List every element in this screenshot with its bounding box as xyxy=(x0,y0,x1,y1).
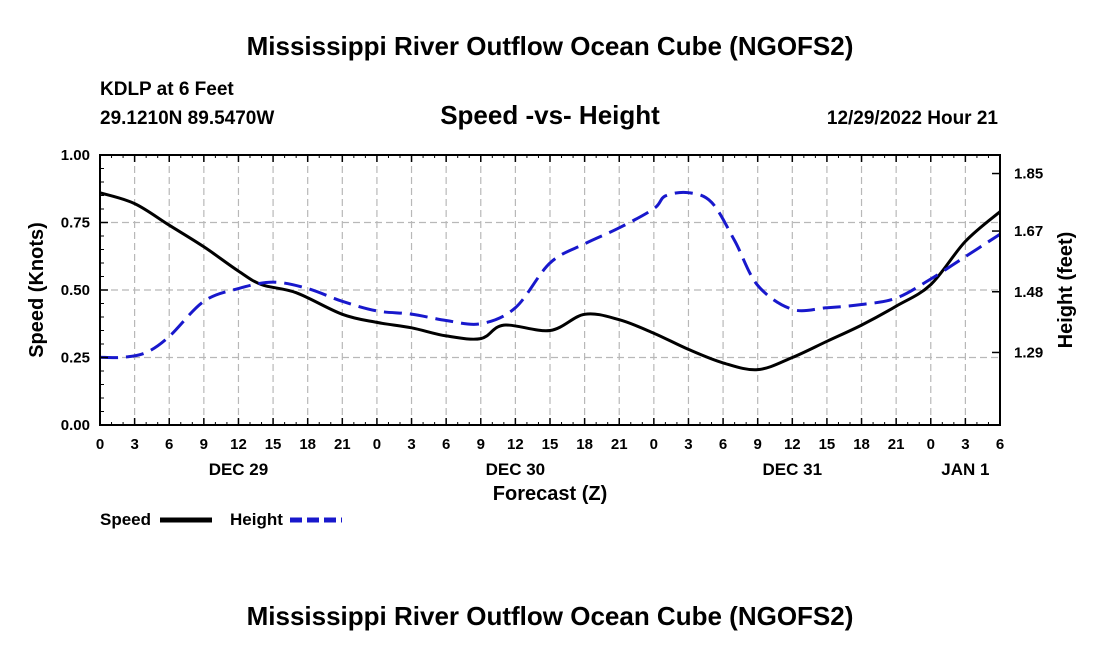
x-tick-label: 0 xyxy=(927,436,935,453)
x-tick-label: 6 xyxy=(442,436,450,453)
legend-height-label: Height xyxy=(230,510,283,529)
y-axis-left: 0.00 0.25 0.50 0.75 1.00 xyxy=(61,147,108,434)
series-line-speed xyxy=(99,191,1001,372)
grid-lines xyxy=(100,155,1000,425)
y2-axis-label: Height (feet) xyxy=(1055,232,1077,349)
station-name: KDLP at 6 Feet xyxy=(100,79,234,100)
y-tick-label: 0.00 xyxy=(61,417,90,434)
x-tick-label: 15 xyxy=(265,436,282,453)
x-axis-label: Forecast (Z) xyxy=(493,483,607,505)
x-tick-label: 0 xyxy=(96,436,104,453)
station-coords: 29.1210N 89.5470W xyxy=(100,108,274,129)
x-tick-label: 9 xyxy=(754,436,762,453)
x-tick-label: 3 xyxy=(961,436,969,453)
y-axis-label: Speed (Knots) xyxy=(26,222,48,358)
run-time: 12/29/2022 Hour 21 xyxy=(827,108,999,129)
x-tick-label: 12 xyxy=(230,436,247,453)
x-tick-label: 3 xyxy=(130,436,138,453)
x-tick-label: 6 xyxy=(719,436,727,453)
day-label: DEC 30 xyxy=(486,460,546,479)
legend-speed-label: Speed xyxy=(100,510,151,529)
y-tick-label: 0.25 xyxy=(61,350,90,367)
x-tick-label: 12 xyxy=(507,436,524,453)
x-tick-label: 21 xyxy=(888,436,905,453)
x-tick-label: 12 xyxy=(784,436,801,453)
day-label: DEC 31 xyxy=(763,460,823,479)
x-tick-label: 9 xyxy=(200,436,208,453)
chart-title: Speed -vs- Height xyxy=(440,100,660,130)
data-series xyxy=(99,190,1001,372)
page-title: Mississippi River Outflow Ocean Cube (NG… xyxy=(247,31,854,61)
footer-title: Mississippi River Outflow Ocean Cube (NG… xyxy=(247,601,854,631)
x-tick-label: 3 xyxy=(684,436,692,453)
day-label: DEC 29 xyxy=(209,460,269,479)
x-tick-label: 0 xyxy=(373,436,381,453)
x-tick-label: 15 xyxy=(542,436,559,453)
x-tick-label: 18 xyxy=(299,436,316,453)
y2-tick-label: 1.48 xyxy=(1014,284,1043,301)
y-tick-label: 0.75 xyxy=(61,215,90,232)
day-label: JAN 1 xyxy=(941,460,989,479)
x-tick-label: 6 xyxy=(996,436,1004,453)
y2-tick-label: 1.67 xyxy=(1014,223,1043,240)
x-tick-label: 18 xyxy=(853,436,870,453)
y2-tick-label: 1.85 xyxy=(1014,166,1043,183)
x-axis: 0 3 6 9 12 15 18 21 0 3 6 9 12 15 18 21 0 3 6 9 12 15 18 21 0 3 6 D… xyxy=(96,155,1004,479)
y-tick-label: 1.00 xyxy=(61,147,90,164)
x-tick-label: 18 xyxy=(576,436,593,453)
y-axis-right: 1.29 1.48 1.67 1.85 xyxy=(992,166,1043,361)
x-tick-label: 0 xyxy=(650,436,658,453)
y-tick-label: 0.50 xyxy=(61,282,90,299)
x-tick-label: 3 xyxy=(407,436,415,453)
x-tick-label: 15 xyxy=(819,436,836,453)
x-tick-label: 6 xyxy=(165,436,173,453)
x-tick-label: 9 xyxy=(477,436,485,453)
y2-tick-label: 1.29 xyxy=(1014,344,1043,361)
series-line-height xyxy=(99,190,1001,360)
x-tick-label: 21 xyxy=(334,436,351,453)
x-tick-label: 21 xyxy=(611,436,628,453)
